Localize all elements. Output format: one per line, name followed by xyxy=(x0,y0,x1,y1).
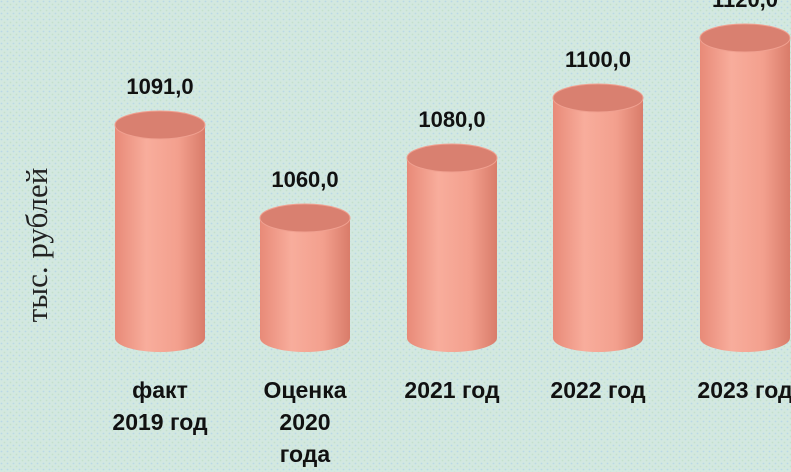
x-tick-label: 2022 год xyxy=(550,377,646,403)
cylinder-top xyxy=(259,203,351,233)
x-tick-label: Оценка 2020 года xyxy=(263,377,346,467)
cylinder-top xyxy=(552,83,644,113)
x-tick-label-line: года xyxy=(280,441,331,467)
cylinder-body xyxy=(115,125,205,352)
bar xyxy=(114,110,206,352)
value-label: 1120,0 xyxy=(712,0,778,12)
cylinder-top xyxy=(406,143,498,173)
value-label: 1100,0 xyxy=(565,47,631,72)
bar xyxy=(406,143,498,352)
bar xyxy=(259,203,351,352)
y-axis-label: тыс. рублей xyxy=(19,168,54,323)
x-tick-label-line: 2023 год xyxy=(697,377,791,403)
bar xyxy=(552,83,644,352)
value-label: 1060,0 xyxy=(271,167,338,192)
cylinder-top xyxy=(114,110,206,140)
x-tick-label-line: Оценка xyxy=(263,377,346,403)
x-tick-label-line: 2020 xyxy=(279,409,330,435)
value-label: 1080,0 xyxy=(418,107,485,132)
x-tick-label: факт 2019 год xyxy=(112,377,208,435)
cylinder-top xyxy=(699,23,791,53)
cylinder-body xyxy=(700,38,790,352)
bar xyxy=(699,23,791,352)
x-tick-label: 2021 год xyxy=(404,377,500,403)
x-tick-label: 2023 год xyxy=(697,377,791,403)
x-tick-label-line: 2022 год xyxy=(550,377,646,403)
cylinder-body xyxy=(260,218,350,352)
cylinder-body xyxy=(553,98,643,352)
value-label: 1091,0 xyxy=(126,74,193,99)
cylinder-body xyxy=(407,158,497,352)
x-tick-label-line: факт xyxy=(132,377,188,403)
x-tick-label-line: 2021 год xyxy=(404,377,500,403)
x-tick-label-line: 2019 год xyxy=(112,409,208,435)
